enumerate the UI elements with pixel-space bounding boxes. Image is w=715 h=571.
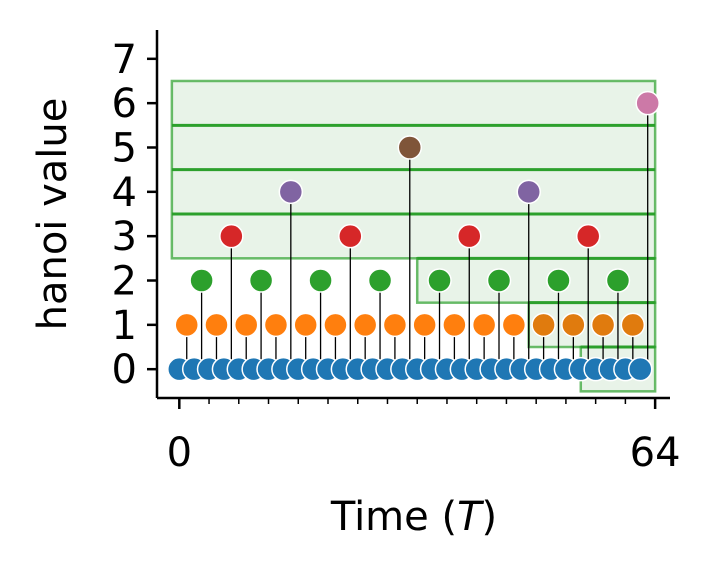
y-tick-label-7: 7 — [112, 37, 137, 83]
data-point-39 — [457, 223, 482, 249]
data-point-23 — [338, 223, 363, 249]
data-point-59 — [605, 268, 631, 293]
data-point-43 — [486, 268, 512, 293]
data-point-49 — [531, 312, 556, 338]
x-tick-label-1: 64 — [630, 430, 681, 476]
stems — [186, 103, 649, 370]
data-point-31 — [397, 135, 423, 160]
data-point-7 — [219, 223, 244, 249]
y-tick-label-6: 6 — [112, 81, 137, 127]
y-tick-label-1: 1 — [112, 303, 137, 349]
data-point-35 — [427, 268, 452, 293]
y-tick-label-5: 5 — [112, 125, 137, 171]
data-point-63 — [635, 90, 660, 116]
data-point-61 — [620, 312, 646, 338]
y-axis-label: hanoi value — [30, 98, 76, 331]
x-tick-label-0: 0 — [167, 430, 192, 476]
y-tick-label-3: 3 — [112, 214, 137, 260]
data-point-1 — [174, 312, 199, 338]
data-point-29 — [382, 312, 408, 338]
data-point-13 — [263, 312, 289, 338]
data-point-25 — [352, 312, 378, 338]
data-point-47 — [516, 179, 541, 205]
data-point-37 — [442, 312, 467, 338]
y-tick-label-4: 4 — [112, 170, 137, 216]
x-axis-label-close: ) — [482, 494, 498, 540]
data-point-17 — [293, 312, 318, 338]
x-axis-label: Time (T) — [330, 494, 497, 540]
y-tick-label-2: 2 — [112, 259, 137, 305]
data-point-11 — [248, 268, 274, 293]
data-point-53 — [561, 312, 586, 338]
y-tick-label-0: 0 — [112, 347, 137, 393]
data-point-3 — [189, 268, 214, 293]
data-point-27 — [367, 268, 393, 293]
data-point-9 — [233, 312, 259, 338]
data-point-5 — [204, 312, 229, 338]
x-axis-label-main: Time ( — [330, 494, 457, 540]
data-point-33 — [412, 312, 437, 338]
points — [167, 90, 660, 382]
data-point-51 — [546, 268, 571, 293]
data-point-57 — [590, 312, 616, 338]
data-point-55 — [575, 223, 601, 249]
data-point-21 — [323, 312, 348, 338]
data-point-41 — [471, 312, 497, 338]
axes — [155, 30, 670, 400]
data-point-15 — [278, 179, 304, 205]
data-point-45 — [501, 312, 527, 338]
data-point-19 — [308, 268, 333, 293]
data-point-62 — [628, 356, 653, 382]
x-axis-label-variable: T — [457, 494, 485, 540]
